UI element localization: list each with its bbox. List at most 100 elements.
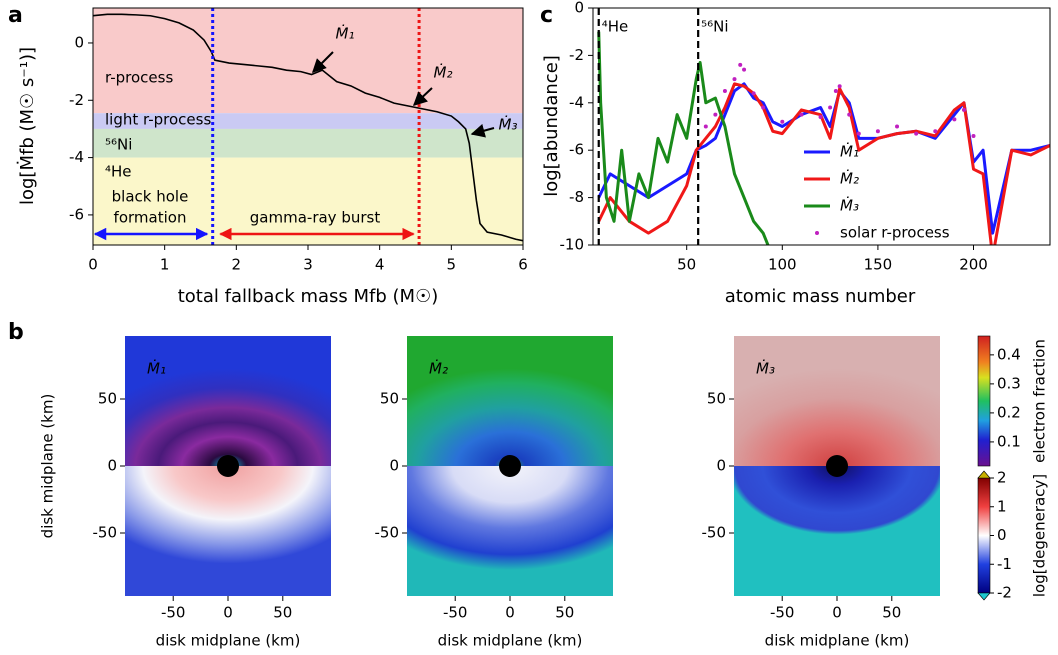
solar-dot [799,112,804,117]
panel-annotation: Ṁ₃ [756,359,775,378]
annotation-arrow [470,123,495,138]
electron-fraction-map [734,336,940,466]
y-axis-label: disk midplane (km) [39,394,57,539]
y-axis-label: log[Ṁfb (M☉ s⁻¹)] [17,47,38,205]
x-tick-label: 50 [882,604,901,622]
abundance-line [597,82,1050,245]
x-tick-label: 2 [232,256,242,274]
element-label: ⁴He [602,18,629,36]
annotation: Ṁ₂ [434,63,453,82]
fallback-line [93,13,523,242]
solar-dot [738,62,743,67]
element-label: ⁵⁶Ni [701,18,728,36]
solar-dot [875,129,880,134]
black-hole [217,455,239,477]
solar-dot [914,131,919,136]
y-tick-label: 50 [707,389,726,407]
legend-label: Ṁ₁ [840,142,859,161]
x-tick-label: 0 [832,604,842,622]
x-tick-label: -50 [161,604,186,622]
axes-frame [592,7,1051,246]
solar-dot [751,91,756,96]
degeneracy-map [734,466,940,596]
x-axis-label: total fallback mass Mfb (M☉) [178,286,439,307]
annotation-arrow [312,51,334,73]
colorbar-tick-label: 1 [997,497,1007,515]
solar-dot [971,133,976,138]
solar-dot [713,112,718,117]
x-tick-label: 1 [160,256,170,274]
annotation: Ṁ₁ [336,24,355,43]
y-tick-label: -8 [569,188,584,206]
solar-dot [833,88,838,93]
electron-fraction-map [125,336,331,466]
clip-group [597,31,1050,245]
solar-dot [703,124,708,129]
x-tick-label: 0 [223,604,233,622]
legend-label: Ṁ₂ [840,169,859,188]
y-tick-label: 0 [107,457,117,475]
colorbar-tick-label: 0 [997,526,1007,544]
colorbar-tick-label: 0.3 [997,374,1021,392]
legend-label: Ṁ₃ [840,196,859,215]
solar-dot [847,112,852,117]
panel-letter: b [8,320,24,345]
solar-dot [933,129,938,134]
solar-dot [722,88,727,93]
solar-dot [732,77,737,82]
panel-letter: a [8,3,23,28]
abundance-line [597,31,770,245]
solar-dot [828,105,833,110]
region-band [93,113,523,129]
solar-dot [952,117,957,122]
x-tick-label: 150 [864,256,893,274]
y-tick-label: -4 [569,93,584,111]
x-axis-label: atomic mass number [725,286,916,307]
solar-dot [780,119,785,124]
x-tick-label: 50 [273,604,292,622]
black-hole [826,455,848,477]
y-tick-label: -2 [69,91,84,109]
x-tick-label: 100 [768,256,797,274]
annotation-arrow [412,87,433,106]
y-tick-label: 50 [380,389,399,407]
clip-group [93,13,523,242]
black-hole [499,455,521,477]
y-tick-label: -10 [560,236,585,254]
panel-annotation: Ṁ₂ [429,359,448,378]
x-axis-label: disk midplane (km) [156,632,301,650]
y-tick-label: 0 [716,457,726,475]
x-tick-label: -50 [443,604,468,622]
y-tick-label: -2 [569,46,584,64]
x-axis-label: disk midplane (km) [765,632,910,650]
colorbar-label: electron fraction [1031,339,1049,463]
y-tick-label: -50 [702,524,727,542]
y-tick-label: -6 [69,205,84,223]
legend-dot [815,231,819,235]
span-label: black hole [112,188,189,206]
solar-dot [961,107,966,112]
electron-fraction-map [407,336,613,466]
x-tick-label: 5 [447,256,457,274]
colorbar [977,477,991,594]
x-tick-label: 0 [88,256,98,274]
annotation: Ṁ₃ [499,115,518,134]
colorbar [977,335,991,467]
x-axis-label: disk midplane (km) [438,632,583,650]
root: r-process light r-process ⁵⁶Ni ⁴He black hol… [8,0,1051,650]
legend-label: solar r-process [840,224,950,242]
solar-dot [818,115,823,120]
y-tick-label: -50 [93,524,118,542]
span-label: formation [114,209,187,227]
y-axis-label: log[abundance] [541,55,562,197]
panel-annotation: Ṁ₁ [147,359,166,378]
colorbar-extend [977,470,991,479]
colorbar-tick-label: 0.2 [997,403,1021,421]
colorbar-label: log[degeneracy] [1031,474,1049,597]
y-tick-label: -4 [69,148,84,166]
x-tick-label: 200 [959,256,988,274]
y-tick-label: -50 [375,524,400,542]
solar-dot [742,67,747,72]
y-tick-label: 0 [389,457,399,475]
